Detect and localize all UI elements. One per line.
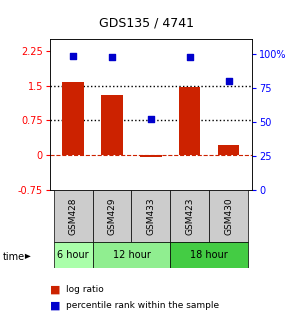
Text: log ratio: log ratio (66, 285, 104, 294)
Text: time: time (3, 252, 25, 262)
Text: GSM430: GSM430 (224, 197, 233, 235)
Text: ■: ■ (50, 301, 60, 311)
Text: GSM423: GSM423 (185, 197, 194, 234)
Text: ■: ■ (50, 284, 60, 294)
Bar (101, 95, 123, 155)
Point (188, 54, 192, 60)
Bar (54, 190, 93, 242)
Point (110, 54, 114, 60)
Bar (54, 242, 93, 268)
Bar (93, 242, 170, 268)
Bar (62, 82, 84, 155)
Bar (209, 190, 248, 242)
Text: 18 hour: 18 hour (190, 250, 228, 260)
Point (226, 78, 231, 84)
Bar (179, 87, 200, 155)
Point (71, 53, 76, 58)
Text: percentile rank within the sample: percentile rank within the sample (66, 301, 219, 310)
Polygon shape (25, 254, 31, 259)
Bar (140, 155, 161, 157)
Point (149, 117, 153, 122)
Bar (170, 242, 248, 268)
Bar (218, 145, 239, 155)
Bar (170, 190, 209, 242)
Text: GSM429: GSM429 (108, 197, 117, 234)
Text: 6 hour: 6 hour (57, 250, 89, 260)
Bar (132, 190, 170, 242)
Text: 12 hour: 12 hour (113, 250, 150, 260)
Bar (93, 190, 132, 242)
Text: GSM433: GSM433 (146, 197, 155, 235)
Text: GDS135 / 4741: GDS135 / 4741 (99, 16, 194, 29)
Text: GSM428: GSM428 (69, 197, 78, 234)
